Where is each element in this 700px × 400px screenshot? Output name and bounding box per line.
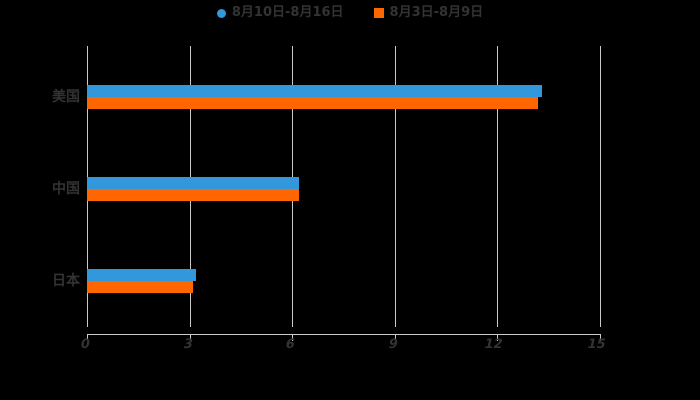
bar-series1-cat1 (87, 189, 300, 201)
gridline (600, 46, 601, 327)
legend-label: 8月3日-8月9日 (389, 5, 484, 20)
x-tick-label: 9 (386, 337, 400, 352)
x-tick-label: 3 (181, 337, 194, 352)
legend: 8月10日-8月16日 8月3日-8月9日 (0, 6, 700, 20)
x-axis-tick (292, 334, 294, 341)
bar-series1-cat0 (87, 97, 539, 109)
gridline (394, 46, 396, 327)
x-axis-tick (189, 334, 191, 341)
gridline (497, 46, 499, 327)
circle-marker-icon (216, 8, 226, 18)
bar-series0-cat0 (87, 85, 542, 97)
x-axis-tick (600, 334, 601, 341)
x-axis-tick (87, 334, 88, 341)
bar-series0-cat1 (87, 177, 300, 189)
bar-series1-cat2 (87, 280, 194, 293)
square-marker-icon (373, 8, 384, 18)
y-category-label: 中国 (52, 181, 80, 197)
legend-label: 8月10日-8月16日 (231, 5, 344, 20)
bar-series0-cat2 (87, 268, 197, 281)
x-axis-tick (394, 334, 396, 341)
x-axis-line (87, 334, 601, 335)
y-category-label: 日本 (52, 272, 80, 289)
y-category-label: 美国 (52, 89, 80, 105)
legend-item-series0[interactable]: 8月10日-8月16日 (216, 5, 344, 20)
x-tick-label: 6 (284, 337, 297, 352)
x-axis-tick (497, 334, 499, 341)
legend-item-series1[interactable]: 8月3日-8月9日 (373, 5, 484, 20)
x-tick-label: 0 (79, 337, 92, 352)
x-tick-label: 12 (483, 337, 505, 352)
x-tick-label: 15 (585, 337, 608, 352)
